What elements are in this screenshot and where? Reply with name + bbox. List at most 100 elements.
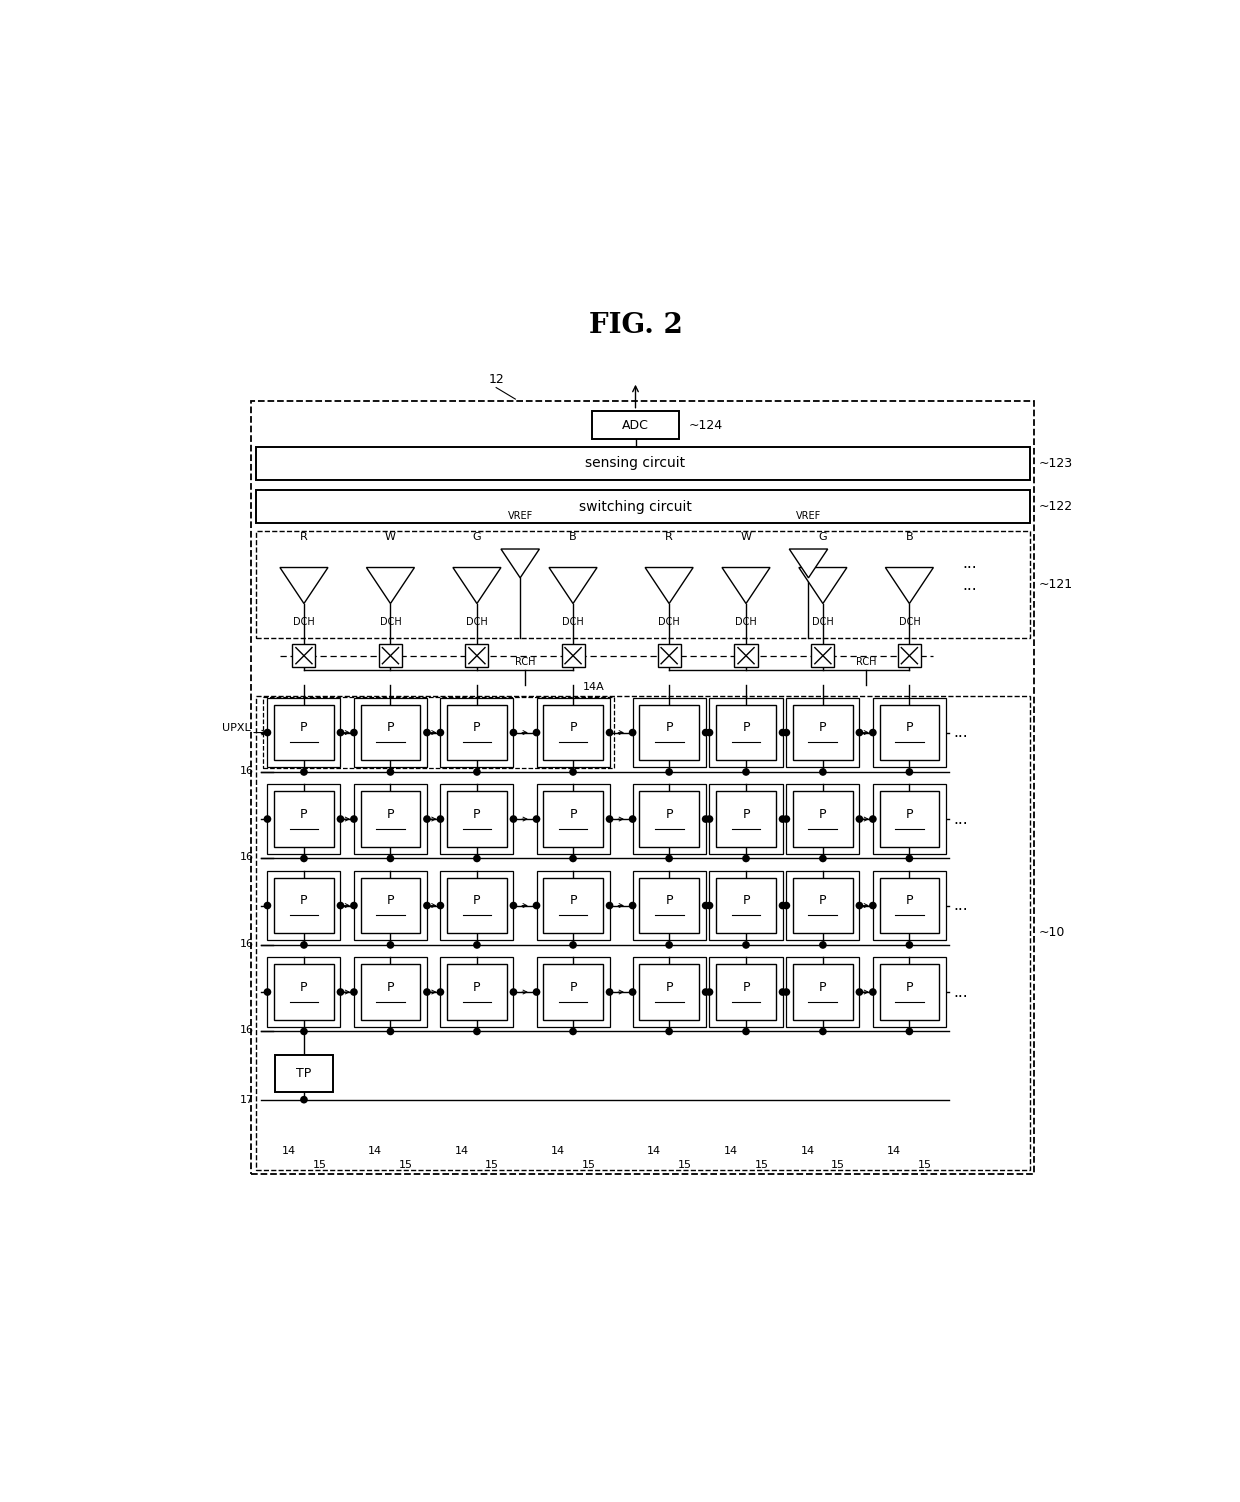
Text: P: P	[387, 721, 394, 734]
Bar	[274, 792, 334, 847]
Bar	[274, 964, 334, 1020]
Text: 1: 1	[570, 590, 575, 599]
Bar	[709, 698, 782, 768]
Text: 14: 14	[551, 1146, 564, 1155]
Text: RCH: RCH	[515, 658, 536, 667]
Text: P: P	[820, 721, 827, 734]
Text: 16: 16	[241, 1026, 254, 1035]
Polygon shape	[722, 568, 770, 604]
Circle shape	[300, 855, 308, 862]
Text: 15: 15	[485, 1160, 500, 1170]
Bar	[353, 871, 427, 940]
Circle shape	[264, 988, 272, 996]
Text: P: P	[569, 894, 577, 907]
Text: 14: 14	[647, 1146, 661, 1155]
Bar	[873, 698, 946, 768]
Bar	[632, 957, 706, 1027]
Circle shape	[743, 1027, 750, 1035]
Bar	[562, 644, 584, 667]
Circle shape	[264, 816, 272, 823]
Bar	[794, 877, 853, 933]
Text: P: P	[300, 808, 308, 820]
Bar	[709, 784, 782, 853]
Bar	[379, 644, 402, 667]
Circle shape	[782, 988, 790, 996]
Bar	[898, 644, 921, 667]
Text: P: P	[387, 981, 394, 994]
Circle shape	[856, 901, 863, 909]
Circle shape	[666, 855, 673, 862]
Circle shape	[350, 816, 358, 823]
Text: W: W	[384, 532, 396, 542]
Circle shape	[423, 901, 430, 909]
Circle shape	[569, 855, 577, 862]
Text: P: P	[474, 808, 481, 820]
Circle shape	[350, 901, 358, 909]
Bar	[361, 704, 420, 760]
Circle shape	[510, 816, 517, 823]
Text: P: P	[820, 894, 827, 907]
Text: DAC: DAC	[563, 577, 583, 586]
Circle shape	[436, 901, 444, 909]
Bar	[255, 695, 1029, 1170]
Bar	[268, 871, 341, 940]
Text: DCH: DCH	[466, 617, 487, 626]
Bar	[632, 871, 706, 940]
Circle shape	[820, 855, 827, 862]
Text: 15: 15	[312, 1160, 326, 1170]
Circle shape	[782, 816, 790, 823]
Text: 15: 15	[399, 1160, 413, 1170]
Circle shape	[779, 816, 786, 823]
Text: VREF: VREF	[507, 511, 533, 521]
Bar	[353, 698, 427, 768]
Text: 14: 14	[801, 1146, 815, 1155]
Text: 15: 15	[582, 1160, 595, 1170]
Circle shape	[605, 901, 614, 909]
Text: G: G	[818, 532, 827, 542]
Text: DAC: DAC	[799, 557, 818, 566]
Text: P: P	[569, 721, 577, 734]
Circle shape	[350, 988, 358, 996]
Bar	[361, 877, 420, 933]
Circle shape	[782, 901, 790, 909]
Circle shape	[869, 988, 877, 996]
Bar	[537, 784, 610, 853]
Text: 2: 2	[806, 568, 811, 577]
Circle shape	[336, 816, 345, 823]
Bar	[293, 644, 315, 667]
Circle shape	[869, 816, 877, 823]
Text: P: P	[743, 894, 750, 907]
Bar	[879, 877, 939, 933]
Text: ...: ...	[954, 984, 968, 999]
Bar	[717, 877, 776, 933]
Text: 16: 16	[241, 939, 254, 949]
Polygon shape	[453, 568, 501, 604]
Circle shape	[856, 816, 863, 823]
Circle shape	[743, 768, 750, 777]
Text: P: P	[666, 721, 673, 734]
Circle shape	[510, 901, 517, 909]
Bar	[879, 704, 939, 760]
Polygon shape	[501, 550, 539, 578]
Circle shape	[820, 768, 827, 777]
Bar	[873, 957, 946, 1027]
Bar	[717, 964, 776, 1020]
Bar	[632, 698, 706, 768]
Text: 16: 16	[241, 766, 254, 777]
Text: ...: ...	[954, 725, 968, 740]
Circle shape	[820, 1027, 827, 1035]
Circle shape	[533, 816, 541, 823]
Circle shape	[533, 901, 541, 909]
Bar	[811, 644, 835, 667]
Circle shape	[706, 901, 713, 909]
Circle shape	[569, 768, 577, 777]
Text: 1: 1	[388, 590, 393, 599]
Text: W: W	[740, 532, 751, 542]
Bar	[361, 792, 420, 847]
Circle shape	[779, 988, 786, 996]
Bar	[268, 698, 341, 768]
Text: ~10: ~10	[1039, 927, 1065, 939]
Text: P: P	[387, 808, 394, 820]
Circle shape	[782, 728, 790, 736]
Circle shape	[666, 1027, 673, 1035]
